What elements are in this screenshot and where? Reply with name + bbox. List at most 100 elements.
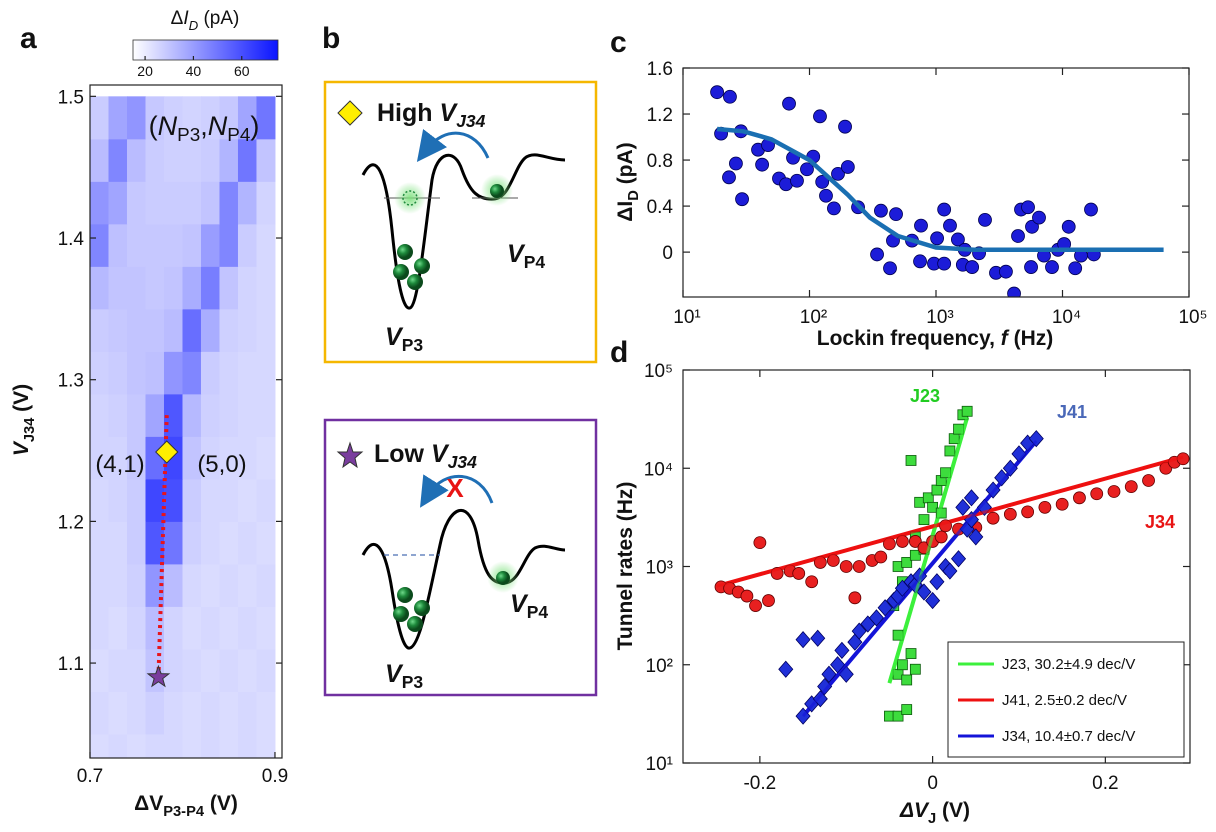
x-axis-label-part: ΔV (134, 792, 163, 815)
heat-cell (200, 606, 220, 650)
diamond-point (925, 591, 941, 610)
square-point (905, 455, 917, 466)
circle-point (749, 599, 762, 612)
panel-label: a (20, 22, 37, 55)
heat-cell (163, 223, 183, 267)
y-tick-label: 1.5 (58, 87, 84, 108)
diamond-point (929, 573, 945, 591)
heat-cell (163, 521, 183, 565)
heat-cell (126, 308, 146, 352)
well-label-part: P3 (402, 335, 424, 355)
circle-point (874, 203, 888, 218)
annotation-part: N (208, 111, 228, 141)
circle-point (813, 109, 827, 124)
potential-low (361, 508, 566, 650)
circle-point (1142, 474, 1155, 487)
circle-point (753, 536, 767, 550)
heat-cell (237, 478, 257, 522)
heat-cell (237, 351, 257, 395)
heat-cell (219, 733, 239, 758)
y-tick-label: 1.3 (58, 371, 84, 392)
heatmap (90, 96, 276, 758)
diamond-point (955, 498, 971, 516)
y-tick-label: 10³ (646, 558, 673, 579)
well-label-part: V (385, 323, 404, 351)
electron (393, 264, 409, 280)
x-tick-label: 0.7 (77, 766, 103, 787)
colorbar-label-part: D (189, 18, 199, 33)
well-label-part: P4 (524, 252, 546, 272)
potential-high (361, 153, 566, 310)
heat-cell (126, 266, 146, 310)
electron (490, 184, 504, 198)
heat-cell (200, 181, 220, 225)
circle-point (1003, 507, 1017, 521)
diamond-point (916, 583, 932, 601)
electron (496, 571, 510, 585)
heat-cell (126, 351, 146, 395)
x-tick-label: 0.9 (262, 766, 288, 787)
y-tick-label: 0 (662, 243, 673, 264)
heat-cell (126, 521, 146, 565)
heat-cell (219, 96, 239, 140)
x-axis-label-part: J (928, 811, 936, 827)
circle-point (1007, 286, 1021, 297)
heat-cell (200, 96, 220, 140)
heat-cell (126, 563, 146, 607)
circle-point (889, 207, 903, 222)
diamond-point (778, 660, 794, 678)
heat-cell (108, 266, 128, 310)
heat-cell (163, 351, 183, 395)
heat-cell (108, 436, 128, 480)
circle-point (838, 119, 852, 134)
circle-point (815, 175, 830, 189)
star-icon (336, 441, 364, 469)
circle-point (1038, 500, 1052, 514)
electron (397, 244, 413, 260)
square-point (944, 445, 956, 457)
heat-cell (163, 266, 183, 310)
heat-cell (182, 351, 202, 395)
heat-cell (219, 436, 239, 480)
circle-point (1124, 480, 1138, 494)
heat-cell (237, 521, 257, 565)
legend-label: J23, 30.2±4.9 dec/V (1002, 656, 1135, 673)
heat-cell (200, 266, 220, 310)
heat-cell (90, 223, 109, 267)
arrow (419, 474, 494, 508)
heat-cell (108, 648, 128, 692)
x-tick-label: 10⁵ (1178, 307, 1207, 328)
heat-cell (90, 521, 109, 565)
circle-point (800, 162, 814, 177)
heat-cell (145, 266, 165, 310)
diagram-title-part: V (440, 99, 459, 127)
heat-cell (256, 393, 276, 437)
circle-point (762, 594, 775, 607)
heat-cell (108, 351, 128, 395)
circle-point (848, 591, 862, 605)
circle-point (1011, 229, 1025, 243)
circle-point (740, 589, 754, 603)
annotation-part: ) (250, 111, 259, 141)
heat-cell (163, 308, 183, 352)
fit-line (801, 439, 1038, 718)
heat-cell (200, 478, 220, 522)
circle-point (735, 192, 749, 207)
heat-cell (237, 181, 257, 225)
circle-point (930, 231, 944, 246)
diagram (323, 80, 598, 697)
cbar-tick-label: 40 (186, 63, 202, 79)
x-axis-label-part: (V) (204, 792, 238, 815)
annotation-part: (4,1) (95, 451, 144, 478)
well-label-part: V (507, 240, 526, 268)
y-axis-label-part: (pA) (614, 142, 637, 190)
x-axis-label: ΔVJ (V) (899, 799, 970, 827)
heat-cell (200, 393, 220, 437)
heat-cell (108, 96, 128, 140)
heat-cell (200, 308, 220, 352)
diamond-point (1028, 430, 1044, 448)
heat-cell (256, 606, 276, 650)
annotation-part: P3 (177, 125, 200, 146)
axes-frame (89, 84, 283, 759)
heat-cell (182, 308, 202, 352)
